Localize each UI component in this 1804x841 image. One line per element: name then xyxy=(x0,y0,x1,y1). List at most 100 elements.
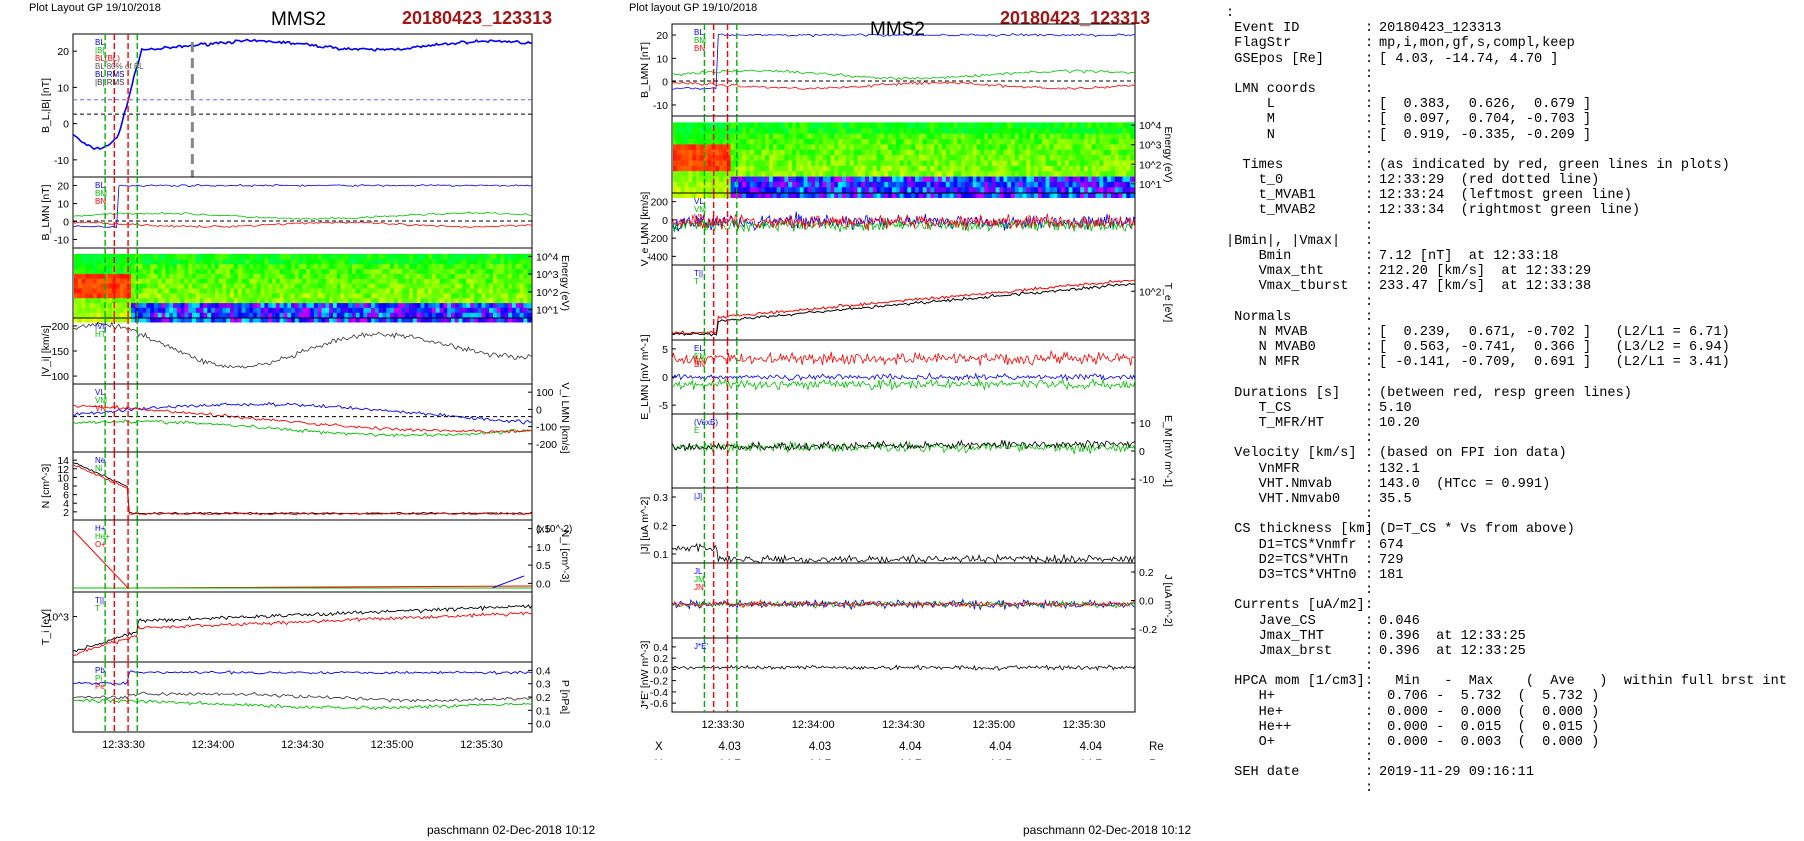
info-separator: : xyxy=(1365,249,1374,264)
spectrogram-cell xyxy=(146,317,151,323)
spectrogram-cell xyxy=(519,258,524,265)
info-separator: : xyxy=(1365,340,1374,356)
spectrogram-cell xyxy=(207,253,212,260)
spectrogram-cell xyxy=(405,273,410,279)
spectrogram-cell xyxy=(1122,165,1127,172)
spectrogram-cell xyxy=(949,175,954,182)
spectrogram-cell xyxy=(819,159,824,166)
spectrogram-cell xyxy=(481,292,486,299)
spectrogram-cell xyxy=(715,181,720,188)
spectrogram-cell xyxy=(458,292,463,299)
spectrogram-cell xyxy=(991,165,997,172)
spectrogram-cell xyxy=(761,165,766,172)
spectrogram-cell xyxy=(1107,186,1112,193)
spectrogram-cell xyxy=(180,297,185,304)
spectrogram-cell xyxy=(926,175,931,182)
spectrogram-cell xyxy=(119,287,125,294)
coord-value: 4.04 xyxy=(1080,741,1103,753)
y-tick-label: -10 xyxy=(54,155,69,167)
spectrogram-cell xyxy=(287,317,292,323)
spectrogram-cell xyxy=(473,302,479,308)
spectrogram-cell xyxy=(256,317,262,323)
spectrogram-cell xyxy=(892,165,897,172)
spectrogram-cell xyxy=(753,181,759,188)
spectrogram-cell xyxy=(707,149,712,156)
spectrogram-cell xyxy=(884,149,889,156)
spectrogram-cell xyxy=(811,192,816,198)
spectrogram-cell xyxy=(792,181,797,188)
spectrogram-cell xyxy=(256,258,262,265)
info-value: [ 0.919, -0.335, -0.209 ] xyxy=(1379,127,1592,143)
spectrogram-cell xyxy=(306,287,311,294)
spectrogram-cell xyxy=(684,138,689,145)
spectrogram-cell xyxy=(699,159,705,166)
spectrogram-cell xyxy=(302,283,307,289)
spectrogram-cell xyxy=(1076,122,1081,129)
spectrogram-cell xyxy=(853,165,858,172)
info-separator: : xyxy=(1365,507,1374,523)
spectrogram-cell xyxy=(707,165,712,172)
spectrogram-cell xyxy=(439,317,444,323)
spectrogram-cell xyxy=(849,186,855,193)
spectrogram-cell xyxy=(253,258,258,265)
spectrogram-cell xyxy=(500,292,505,299)
spectrogram-cell xyxy=(857,149,862,156)
spectrogram-cell xyxy=(112,253,117,260)
spectrogram-cell xyxy=(972,138,978,145)
spectrogram-cell xyxy=(688,149,693,156)
spectrogram-cell xyxy=(439,258,444,265)
spectrogram-cell xyxy=(218,278,224,284)
spectrogram-cell xyxy=(260,283,265,289)
spectrogram-cell xyxy=(412,292,418,299)
spectrogram-cell xyxy=(868,181,874,188)
spectrogram-cell xyxy=(788,181,793,188)
spectrogram-cell xyxy=(792,154,797,161)
spectrogram-cell xyxy=(226,263,231,270)
spectrogram-cell xyxy=(926,154,931,161)
spectrogram-cell xyxy=(207,287,212,294)
spectrogram-cell xyxy=(826,170,832,177)
spectrogram-cell xyxy=(527,283,532,289)
spectrogram-cell xyxy=(287,283,292,289)
y-axis-label: Energy (eV) xyxy=(559,255,571,311)
spectrogram-cell xyxy=(405,253,410,260)
spectrogram-cell xyxy=(680,186,686,193)
spectrogram-cell xyxy=(443,273,448,279)
spectrogram-cell xyxy=(138,287,144,294)
spectrogram-cell xyxy=(780,143,785,150)
spectrogram-cell xyxy=(96,297,102,304)
spectrogram-cell xyxy=(393,287,399,294)
spectrogram-cell xyxy=(792,133,797,140)
en-line xyxy=(671,372,1136,382)
spectrogram-cell xyxy=(447,312,452,318)
spectrogram-cell xyxy=(192,253,197,260)
spectrogram-cell xyxy=(317,258,323,265)
spectrogram-cell xyxy=(142,283,147,289)
spectrogram-cell xyxy=(999,122,1004,129)
spectrogram-cell xyxy=(957,175,962,182)
spectrogram-cell xyxy=(454,292,460,299)
spectrogram-cell xyxy=(845,192,851,198)
spectrogram-cell xyxy=(195,287,201,294)
spectrogram-cell xyxy=(853,154,858,161)
spectrogram-cell xyxy=(849,170,855,177)
spectrogram-cell xyxy=(512,292,517,299)
spectrogram-cell xyxy=(1091,127,1097,134)
spectrogram-cell xyxy=(477,273,483,279)
spectrogram-cell xyxy=(321,297,326,304)
spectrogram-cell xyxy=(317,302,323,308)
spectrogram-cell xyxy=(108,253,113,260)
spectrogram-cell xyxy=(336,312,342,318)
spectrogram-cell xyxy=(230,312,235,318)
y-tick-label: 10^2 xyxy=(1139,286,1162,298)
spectrogram-cell xyxy=(374,263,380,270)
spectrogram-cell xyxy=(922,186,928,193)
spectrogram-cell xyxy=(165,253,170,260)
spectrogram-cell xyxy=(1057,122,1062,129)
spectrogram-cell xyxy=(696,181,701,188)
spectrogram-cell xyxy=(769,154,774,161)
spectrogram-cell xyxy=(180,268,185,274)
spectrogram-cell xyxy=(317,312,323,318)
spectrogram-cell xyxy=(462,273,467,279)
panel-frame xyxy=(671,413,1136,489)
